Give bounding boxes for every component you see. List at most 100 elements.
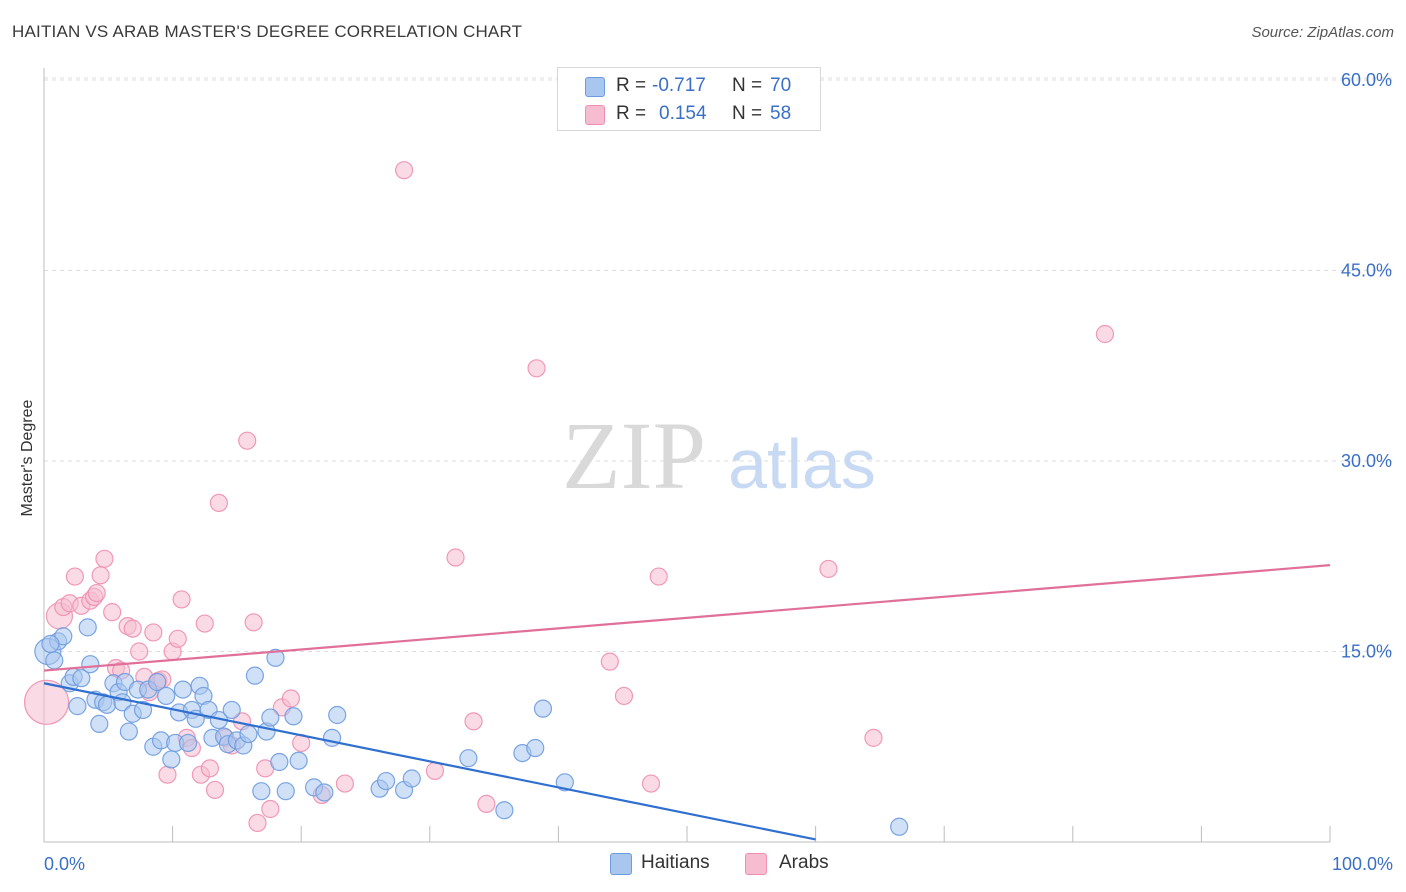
n-value: 70 (770, 75, 792, 96)
y-axis-label: Master's Degree (19, 399, 36, 517)
arabs-point (614, 686, 634, 706)
stats-row-haitians: R = -0.717 N = 70 (558, 71, 820, 101)
arabs-point (23, 679, 70, 725)
arabs-legend-swatch (745, 853, 767, 875)
legend-item-haitians[interactable]: Haitians (608, 851, 738, 877)
haitians-point (890, 817, 909, 836)
arabs-point (209, 493, 228, 513)
arabs-swatch (585, 105, 605, 125)
haitians-point (495, 801, 514, 820)
series-haitians-points (34, 618, 909, 836)
arabs-point (527, 359, 546, 378)
haitians-trend-line (43, 682, 816, 841)
y-tick-label: 15.0% (1341, 642, 1392, 662)
arabs-point (205, 780, 225, 800)
arabs-trend-line (43, 564, 1331, 672)
n-value: 58 (770, 103, 792, 124)
r-label: R = (616, 75, 647, 96)
haitians-point (41, 634, 60, 653)
arabs-point (425, 761, 445, 780)
haitians-point (133, 700, 153, 720)
r-value: -0.717 (652, 75, 706, 96)
haitians-swatch (585, 77, 605, 97)
arabs-point (95, 549, 114, 568)
arabs-point (446, 548, 465, 567)
legend-item-arabs[interactable]: Arabs (745, 851, 855, 877)
arabs-point (172, 590, 191, 609)
arabs-point (477, 794, 496, 814)
haitians-point (266, 648, 285, 667)
y-tick-label: 30.0% (1341, 451, 1392, 471)
arabs-point (864, 728, 883, 747)
arabs-point (195, 614, 214, 633)
haitians-legend-swatch (610, 853, 632, 875)
arabs-point (244, 613, 263, 632)
haitians-point (78, 618, 97, 637)
haitians-point (173, 680, 192, 699)
arabs-point (123, 619, 142, 638)
arabs-point (464, 712, 483, 731)
haitians-point (270, 752, 289, 772)
arabs-point (87, 583, 106, 603)
arabs-point (65, 567, 84, 586)
x-tick-label: 0.0% (44, 854, 85, 874)
watermark-atlas: atlas (728, 425, 876, 503)
haitians-point (555, 773, 574, 792)
legend-label-arabs: Arabs (779, 852, 829, 873)
arabs-point (281, 689, 301, 708)
haitians-point (315, 783, 334, 802)
arabs-point (144, 623, 163, 642)
arabs-point (168, 629, 187, 648)
grid-lines (44, 77, 1392, 652)
arabs-point (238, 431, 257, 450)
chart-title: HAITIAN VS ARAB MASTER'S DEGREE CORRELAT… (12, 22, 523, 41)
haitians-point (72, 669, 91, 688)
n-label: N = (732, 103, 763, 124)
haitians-point (402, 769, 421, 788)
arabs-point (600, 652, 619, 671)
r-value: 0.154 (659, 103, 707, 124)
haitians-point (81, 655, 100, 674)
watermark: ZIP atlas (562, 402, 876, 509)
arabs-point (200, 759, 219, 778)
haitians-point (178, 733, 198, 753)
haitians-point (261, 708, 280, 727)
haitians-point (284, 707, 303, 726)
arabs-point (248, 813, 267, 833)
haitians-point (162, 750, 181, 769)
haitians-point (68, 697, 87, 716)
haitians-point (148, 672, 167, 692)
haitians-point (533, 699, 553, 718)
haitians-point (526, 738, 545, 758)
legend-label-haitians: Haitians (641, 852, 710, 873)
source-label: Source: ZipAtlas.com (1251, 24, 1394, 41)
r-label: R = (616, 103, 647, 124)
trend-lines (43, 564, 1331, 841)
haitians-point (157, 686, 176, 706)
arabs-point (641, 774, 661, 793)
haitians-point (252, 782, 271, 801)
haitians-point (376, 771, 396, 791)
arabs-point (103, 603, 122, 622)
arabs-point (335, 774, 355, 793)
arabs-point (130, 642, 149, 661)
watermark-zip: ZIP (562, 402, 706, 509)
n-label: N = (732, 75, 763, 96)
haitians-point (222, 700, 241, 720)
haitians-point (119, 722, 138, 741)
arabs-point (394, 161, 414, 180)
y-tick-label: 45.0% (1341, 261, 1392, 281)
arabs-point (1095, 324, 1115, 344)
arabs-point (91, 566, 110, 585)
haitians-point (289, 751, 308, 770)
haitians-point (276, 782, 295, 801)
haitians-point (328, 705, 347, 725)
arabs-point (649, 567, 668, 586)
y-tick-label: 60.0% (1341, 70, 1392, 90)
haitians-point (45, 651, 64, 670)
haitians-point (245, 666, 265, 685)
tick-labels: 15.0% 30.0% 45.0% 60.0% 0.0% 100.0% (44, 70, 1393, 874)
stats-box: R = -0.717 N = 70 R = 0.154 N = 58 (557, 67, 821, 131)
arabs-point (158, 765, 177, 784)
